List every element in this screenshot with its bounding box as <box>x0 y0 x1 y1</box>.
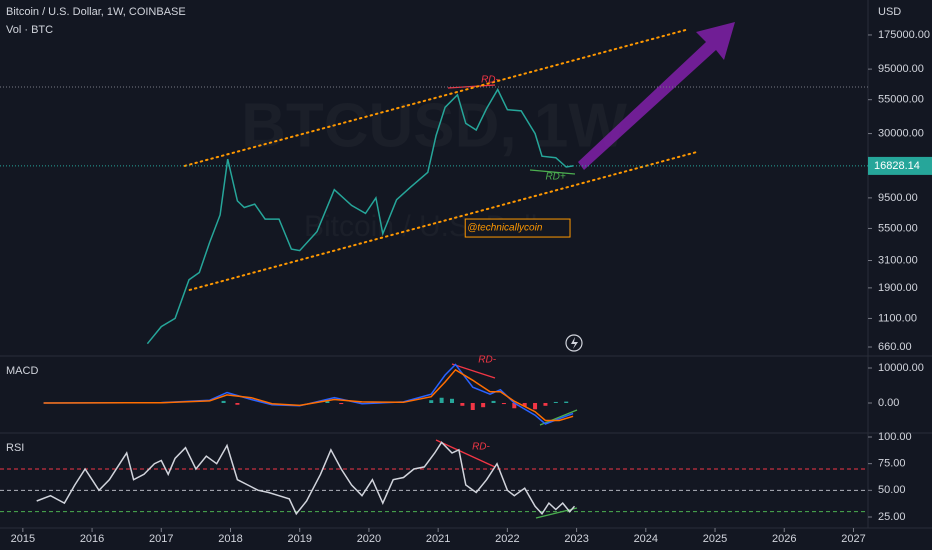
y-tick-label: 100.00 <box>878 431 912 443</box>
histogram-bar <box>522 402 527 407</box>
histogram-bar <box>564 401 569 403</box>
divergence-line <box>451 363 496 379</box>
line-line <box>146 87 574 345</box>
y-tick-label: 55000.00 <box>878 94 924 106</box>
macd-line <box>43 363 574 425</box>
rsi-line <box>36 441 576 516</box>
histogram-bar <box>325 401 330 403</box>
y-tick-label: 1900.00 <box>878 282 918 294</box>
x-tick-label: 2027 <box>841 533 865 545</box>
annotation: RD- <box>472 442 490 453</box>
y-tick-label: 5500.00 <box>878 222 918 234</box>
x-tick-label: 2018 <box>218 533 242 545</box>
histogram-bar <box>553 401 558 403</box>
volume-label: Vol · BTC <box>6 24 53 36</box>
histogram-bar <box>339 402 344 405</box>
y-tick-label: 9500.00 <box>878 192 918 204</box>
y-tick-label: 25.00 <box>878 511 906 523</box>
rsi-title: RSI <box>6 442 24 454</box>
watermark: BTCUSD, 1W <box>241 91 627 160</box>
histogram-bar <box>501 402 506 405</box>
histogram-bar <box>439 397 444 403</box>
divergence-line <box>539 409 578 426</box>
trend-channel <box>188 150 699 291</box>
y-tick-label: 50.00 <box>878 484 906 496</box>
x-tick-label: 2016 <box>80 533 104 545</box>
y-tick-label: 30000.00 <box>878 127 924 139</box>
x-tick-label: 2020 <box>357 533 381 545</box>
histogram-bar <box>533 402 538 410</box>
divergence-line <box>447 84 496 89</box>
divergence-line <box>435 439 496 468</box>
x-tick-label: 2024 <box>634 533 658 545</box>
histogram-bar <box>543 402 548 406</box>
y-tick-label: 0.00 <box>878 397 899 409</box>
lightning-glyph <box>571 337 578 349</box>
chart-title: Bitcoin / U.S. Dollar, 1W, COINBASE <box>6 6 186 18</box>
histogram-bar <box>470 402 475 410</box>
projection-arrow <box>578 22 735 170</box>
y-tick-label: 3100.00 <box>878 254 918 266</box>
x-tick-label: 2017 <box>149 533 173 545</box>
x-tick-label: 2022 <box>495 533 519 545</box>
y-tick-label: 75.00 <box>878 458 906 470</box>
x-tick-label: 2023 <box>564 533 588 545</box>
y-tick-label: 10000.00 <box>878 362 924 374</box>
histogram-bar <box>481 402 486 408</box>
x-tick-label: 2021 <box>426 533 450 545</box>
histogram-bar <box>512 402 517 409</box>
histogram-bar <box>449 398 454 403</box>
macd-line <box>43 368 574 422</box>
y-tick-label: 175000.00 <box>878 29 930 41</box>
histogram-bar <box>429 400 434 403</box>
y-tick-label: 1100.00 <box>878 312 917 324</box>
macd-title: MACD <box>6 365 38 377</box>
axis-unit: USD <box>878 6 901 18</box>
price-tag <box>868 156 932 175</box>
annotation: RD+ <box>545 172 565 183</box>
price-tag-label: 16828.14 <box>874 160 920 172</box>
divergence-line <box>535 507 578 519</box>
histogram-bar <box>460 402 465 406</box>
annotation: @technicallycoin <box>467 223 543 234</box>
histogram-bar <box>221 400 226 403</box>
x-tick-label: 2015 <box>11 533 35 545</box>
lightning-icon[interactable] <box>565 334 583 352</box>
annotation: RD- <box>481 75 499 86</box>
y-tick-label: 660.00 <box>878 341 912 353</box>
x-tick-label: 2025 <box>703 533 727 545</box>
annotation: RD- <box>478 355 496 366</box>
x-tick-label: 2019 <box>287 533 311 545</box>
trend-channel <box>183 29 687 167</box>
y-tick-label: 95000.00 <box>878 63 924 75</box>
histogram-bar <box>491 400 496 403</box>
x-tick-label: 2026 <box>772 533 796 545</box>
histogram-bar <box>235 402 240 405</box>
annotation-box <box>464 218 571 238</box>
divergence-line <box>529 169 576 175</box>
